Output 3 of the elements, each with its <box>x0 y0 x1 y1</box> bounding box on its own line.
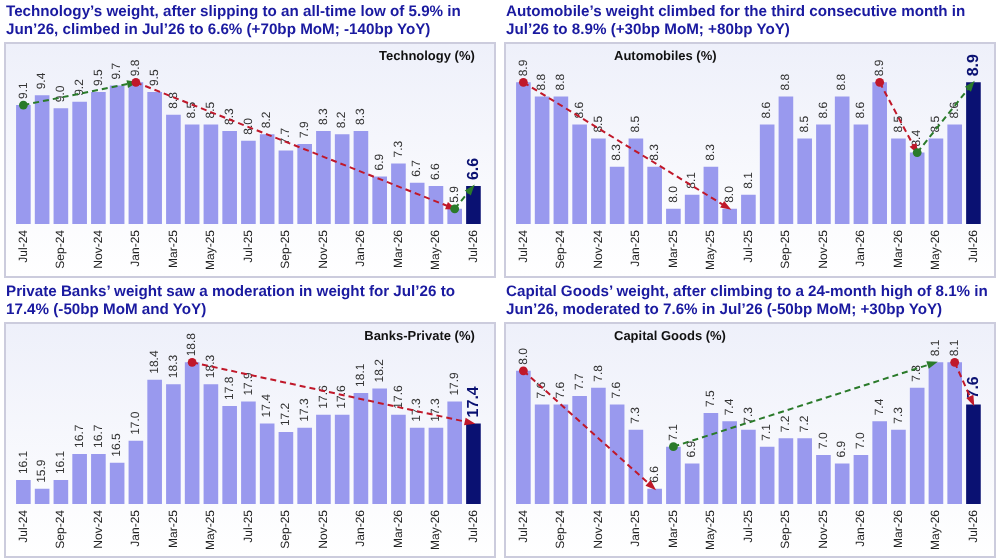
data-label: 6.6 <box>463 156 482 181</box>
data-label: 17.4 <box>463 385 482 418</box>
data-label: 8.9 <box>963 53 982 77</box>
